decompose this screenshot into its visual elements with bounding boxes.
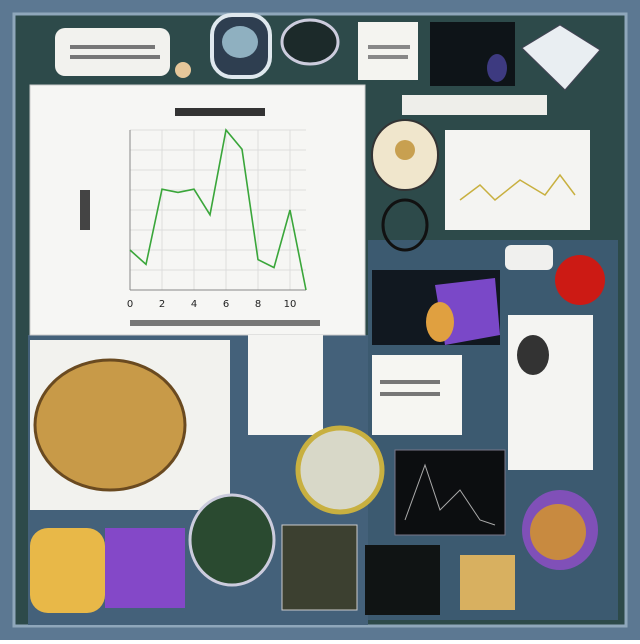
text-line <box>380 380 440 384</box>
chart-heading-scribble <box>175 108 265 116</box>
text-line <box>70 55 160 59</box>
grid-dish <box>295 425 385 515</box>
dark-line <box>404 463 496 526</box>
photo <box>460 555 515 610</box>
nucleus <box>395 140 415 160</box>
lens <box>280 18 340 66</box>
text-strip <box>402 95 547 115</box>
mini-line <box>459 173 576 202</box>
photo <box>281 524 358 611</box>
x-tick-label: 10 <box>284 299 297 310</box>
x-tick-label: 4 <box>191 299 197 310</box>
purple-sponge <box>105 528 185 608</box>
ticket <box>521 24 601 91</box>
dish-inner <box>222 26 258 58</box>
plot: 0 2 4 6 8 10 <box>127 128 307 310</box>
text-page <box>248 335 323 435</box>
x-tick-label: 2 <box>159 299 165 310</box>
dark-chart <box>394 449 506 536</box>
label-card <box>55 28 170 76</box>
vial <box>487 54 507 82</box>
text-line <box>70 45 155 49</box>
photo <box>365 545 440 615</box>
note-card <box>358 22 418 80</box>
shell-core <box>530 504 586 560</box>
text-line <box>368 55 408 59</box>
x-tick-label: 6 <box>223 299 229 310</box>
bead <box>175 62 191 78</box>
specimen-photo <box>517 335 549 375</box>
organ-drawing <box>33 358 187 492</box>
jar <box>188 493 276 587</box>
x-tick-label: 0 <box>127 299 133 310</box>
red-specimen <box>555 255 605 305</box>
y-label-scribble <box>80 190 90 230</box>
data-line <box>129 128 307 291</box>
x-tick-label: 8 <box>255 299 261 310</box>
mini-chart <box>445 130 590 230</box>
document-page <box>508 315 593 470</box>
caption-scribble <box>130 320 320 326</box>
sponge-specimen <box>30 528 105 613</box>
tag <box>505 245 553 270</box>
leaf-outline <box>381 198 429 252</box>
text-line <box>368 45 410 49</box>
orange-specimen <box>426 302 454 342</box>
text-line <box>380 392 440 396</box>
